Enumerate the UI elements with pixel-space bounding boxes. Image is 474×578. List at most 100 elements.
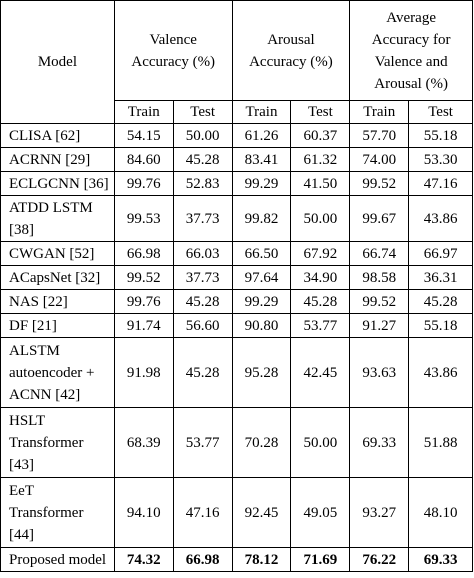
value-cell: 90.80	[231, 313, 292, 338]
value-cell: 69.33	[349, 407, 410, 478]
value-cell: 76.22	[349, 547, 410, 572]
value-cell: 43.86	[408, 195, 473, 242]
model-cell: Proposed model	[0, 547, 115, 572]
value-cell: 99.53	[113, 195, 174, 242]
value-cell: 45.28	[172, 337, 233, 408]
value-cell: 36.31	[408, 265, 473, 290]
value-cell: 55.18	[408, 123, 473, 148]
value-cell: 49.05	[290, 477, 351, 548]
value-cell: 66.50	[231, 241, 292, 266]
value-cell: 99.67	[349, 195, 410, 242]
table-row: ACapsNet [32] 99.52 37.73 97.64 34.90 98…	[0, 265, 473, 290]
value-cell: 93.63	[349, 337, 410, 408]
value-cell: 93.27	[349, 477, 410, 548]
value-cell: 61.26	[231, 123, 292, 148]
value-cell: 45.28	[290, 289, 351, 314]
table-row: CWGAN [52] 66.98 66.03 66.50 67.92 66.74…	[0, 241, 473, 266]
value-cell: 52.83	[172, 171, 233, 196]
value-cell: 53.77	[290, 313, 351, 338]
table-row-proposed: Proposed model 74.32 66.98 78.12 71.69 7…	[0, 547, 473, 572]
model-cell: CLISA [62]	[0, 123, 115, 148]
model-cell: EeT Transformer [44]	[0, 477, 115, 548]
subheader-valence-train: Train	[113, 100, 174, 124]
subheader-arousal-train: Train	[231, 100, 292, 124]
value-cell: 45.28	[172, 147, 233, 172]
value-cell: 54.15	[113, 123, 174, 148]
value-cell: 47.16	[408, 171, 473, 196]
table-row: EeT Transformer [44] 94.10 47.16 92.45 4…	[0, 477, 473, 548]
subheader-arousal-test: Test	[290, 100, 351, 124]
subheader-average-test: Test	[408, 100, 473, 124]
value-cell: 66.98	[172, 547, 233, 572]
header-valence: Valence Accuracy (%)	[113, 0, 233, 101]
value-cell: 60.37	[290, 123, 351, 148]
value-cell: 95.28	[231, 337, 292, 408]
model-cell: ATDD LSTM [38]	[0, 195, 115, 242]
table-row: ACRNN [29] 84.60 45.28 83.41 61.32 74.00…	[0, 147, 473, 172]
value-cell: 91.98	[113, 337, 174, 408]
value-cell: 61.32	[290, 147, 351, 172]
value-cell: 56.60	[172, 313, 233, 338]
value-cell: 99.29	[231, 171, 292, 196]
value-cell: 37.73	[172, 265, 233, 290]
model-cell: HSLT Transformer [43]	[0, 407, 115, 478]
value-cell: 99.52	[349, 171, 410, 196]
value-cell: 99.76	[113, 289, 174, 314]
value-cell: 99.29	[231, 289, 292, 314]
model-cell: ECLGCNN [36]	[0, 171, 115, 196]
value-cell: 47.16	[172, 477, 233, 548]
value-cell: 37.73	[172, 195, 233, 242]
header-average: Average Accuracy for Valence and Arousal…	[349, 0, 473, 101]
value-cell: 50.00	[172, 123, 233, 148]
value-cell: 57.70	[349, 123, 410, 148]
value-cell: 66.74	[349, 241, 410, 266]
value-cell: 74.00	[349, 147, 410, 172]
value-cell: 99.82	[231, 195, 292, 242]
model-cell: CWGAN [52]	[0, 241, 115, 266]
value-cell: 78.12	[231, 547, 292, 572]
value-cell: 97.64	[231, 265, 292, 290]
value-cell: 71.69	[290, 547, 351, 572]
value-cell: 55.18	[408, 313, 473, 338]
header-model: Model	[0, 0, 115, 124]
value-cell: 34.90	[290, 265, 351, 290]
value-cell: 53.30	[408, 147, 473, 172]
value-cell: 66.03	[172, 241, 233, 266]
model-cell: NAS [22]	[0, 289, 115, 314]
value-cell: 66.97	[408, 241, 473, 266]
value-cell: 50.00	[290, 407, 351, 478]
value-cell: 91.27	[349, 313, 410, 338]
model-cell: DF [21]	[0, 313, 115, 338]
value-cell: 48.10	[408, 477, 473, 548]
model-cell: ACRNN [29]	[0, 147, 115, 172]
value-cell: 42.45	[290, 337, 351, 408]
value-cell: 74.32	[113, 547, 174, 572]
value-cell: 43.86	[408, 337, 473, 408]
subheader-valence-test: Test	[172, 100, 233, 124]
value-cell: 69.33	[408, 547, 473, 572]
value-cell: 68.39	[113, 407, 174, 478]
value-cell: 84.60	[113, 147, 174, 172]
value-cell: 99.52	[113, 265, 174, 290]
value-cell: 53.77	[172, 407, 233, 478]
header-arousal: Arousal Accuracy (%)	[231, 0, 351, 101]
value-cell: 99.76	[113, 171, 174, 196]
subheader-average-train: Train	[349, 100, 410, 124]
value-cell: 94.10	[113, 477, 174, 548]
table-row: ECLGCNN [36] 99.76 52.83 99.29 41.50 99.…	[0, 171, 473, 196]
table-body: CLISA [62] 54.15 50.00 61.26 60.37 57.70…	[0, 123, 473, 572]
table-row: CLISA [62] 54.15 50.00 61.26 60.37 57.70…	[0, 123, 473, 148]
value-cell: 51.88	[408, 407, 473, 478]
table-row: NAS [22] 99.76 45.28 99.29 45.28 99.52 4…	[0, 289, 473, 314]
table-row: ATDD LSTM [38] 99.53 37.73 99.82 50.00 9…	[0, 195, 473, 242]
table-row: ALSTM autoencoder + ACNN [42] 91.98 45.2…	[0, 337, 473, 408]
table-row: HSLT Transformer [43] 68.39 53.77 70.28 …	[0, 407, 473, 478]
model-cell: ACapsNet [32]	[0, 265, 115, 290]
value-cell: 45.28	[172, 289, 233, 314]
value-cell: 41.50	[290, 171, 351, 196]
value-cell: 66.98	[113, 241, 174, 266]
value-cell: 98.58	[349, 265, 410, 290]
value-cell: 92.45	[231, 477, 292, 548]
value-cell: 83.41	[231, 147, 292, 172]
